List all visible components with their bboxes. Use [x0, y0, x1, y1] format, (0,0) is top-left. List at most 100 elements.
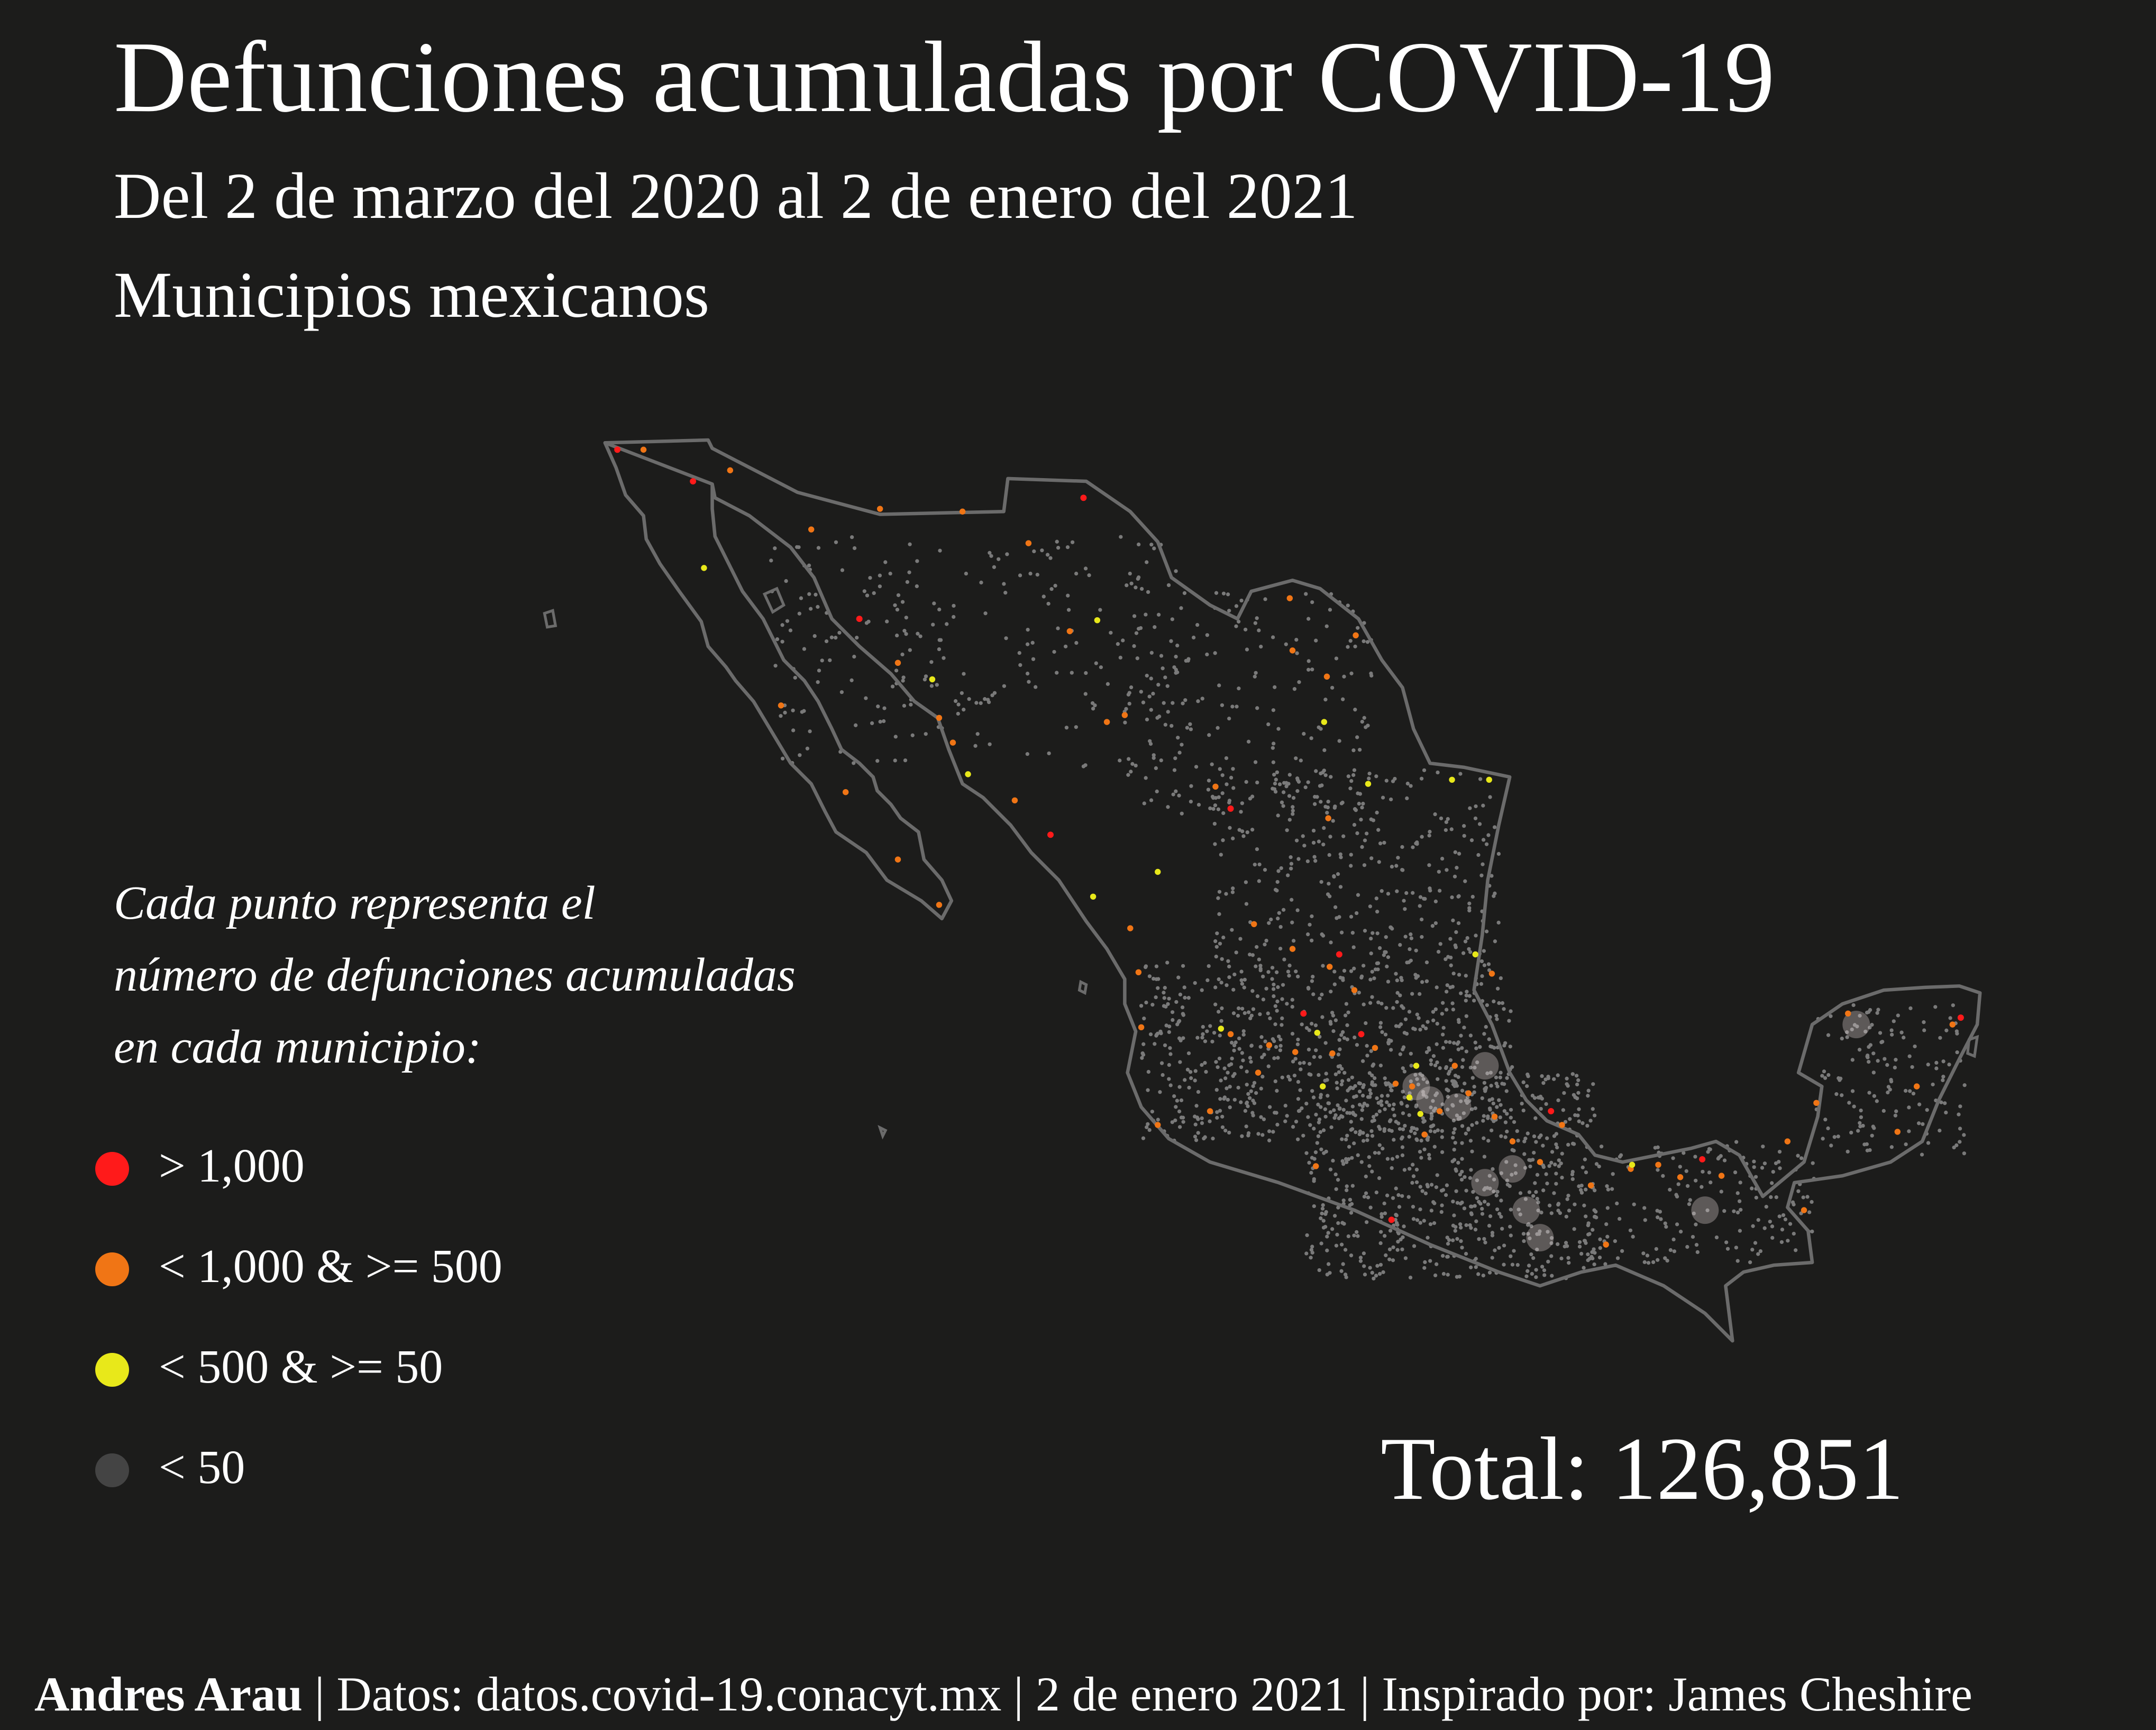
gray-dot — [773, 664, 778, 668]
gray-dot — [1359, 1160, 1364, 1164]
gray-dot — [1510, 1262, 1515, 1267]
gray-dot — [1425, 1137, 1429, 1141]
yellow-dot — [965, 771, 971, 777]
cluster-glow — [1444, 1093, 1472, 1121]
gray-dot — [1868, 1026, 1872, 1030]
gray-dot — [1200, 1121, 1204, 1125]
gray-dot — [1118, 758, 1122, 763]
gray-dot — [1907, 1054, 1912, 1058]
gray-dot — [1251, 1113, 1255, 1118]
gray-dot — [1141, 700, 1146, 704]
gray-dot — [1452, 1158, 1457, 1162]
gray-dot — [1492, 894, 1496, 898]
gray-dot — [1374, 774, 1378, 779]
gray-dot — [1418, 1221, 1422, 1225]
yellow-dot — [1472, 951, 1478, 958]
gray-dot — [1495, 1207, 1500, 1212]
gray-dot — [1653, 1146, 1657, 1150]
gray-dot — [1428, 1259, 1432, 1263]
gray-dot — [1321, 1219, 1326, 1223]
gray-dot — [1441, 1253, 1445, 1258]
gray-dot — [1495, 1189, 1500, 1194]
gray-dot — [1289, 862, 1294, 866]
gray-dot — [1521, 1232, 1526, 1236]
gray-dot — [1049, 587, 1054, 591]
orange-dot — [1436, 1108, 1443, 1114]
gray-dot — [1217, 912, 1221, 916]
gray-dot — [1342, 1070, 1347, 1075]
gray-dot — [1340, 1159, 1345, 1163]
gray-dot — [1370, 1134, 1375, 1138]
gray-dot — [1128, 571, 1132, 576]
gray-dot — [1433, 921, 1438, 926]
gray-dot — [1266, 1011, 1270, 1015]
gray-dot — [1139, 690, 1143, 694]
gray-dot — [983, 611, 988, 616]
gray-dot — [1957, 1112, 1961, 1116]
gray-dot — [1231, 1011, 1236, 1015]
gray-dot — [1398, 993, 1402, 997]
gray-dot — [1426, 1020, 1430, 1024]
gray-dot — [1099, 665, 1103, 670]
gray-dot — [1566, 1084, 1570, 1088]
gray-dot — [1451, 1131, 1456, 1135]
gray-dot — [1356, 1234, 1360, 1238]
gray-dot — [1293, 1057, 1298, 1061]
gray-dot — [1488, 1214, 1493, 1219]
orange-dot — [936, 715, 943, 721]
gray-dot — [1156, 1118, 1160, 1122]
gray-dot — [952, 603, 956, 608]
gray-dot — [1368, 1088, 1372, 1092]
gray-dot — [1409, 1129, 1413, 1133]
gray-dot — [1283, 1119, 1287, 1123]
gray-dot — [1182, 985, 1186, 990]
gray-dot — [1362, 1139, 1366, 1143]
gray-dot — [1409, 1064, 1413, 1068]
gray-dot — [893, 603, 897, 607]
gray-dot — [883, 560, 888, 564]
gray-dot — [1401, 1066, 1405, 1070]
orange-dot — [1103, 719, 1110, 725]
gray-dot — [1409, 1051, 1413, 1056]
gray-dot — [1488, 795, 1492, 799]
gray-dot — [1362, 964, 1366, 968]
gray-dot — [1132, 644, 1136, 648]
gray-dot — [1488, 1107, 1492, 1112]
gray-dot — [1823, 1118, 1828, 1122]
gray-dot — [1738, 1229, 1742, 1233]
gray-dot — [1259, 1035, 1264, 1039]
gray-dot — [929, 684, 934, 688]
gray-dot — [1259, 644, 1263, 649]
gray-dot — [1280, 1023, 1284, 1027]
gray-dot — [1227, 975, 1231, 980]
gray-dot — [1512, 1249, 1516, 1253]
orange-dot — [1212, 783, 1219, 790]
gray-dot — [1264, 986, 1268, 991]
gray-dot — [1296, 1037, 1300, 1042]
gray-dot — [1414, 948, 1418, 953]
gray-dot — [1227, 964, 1231, 969]
gray-dot — [1781, 1213, 1786, 1218]
gray-dot — [1523, 1166, 1528, 1170]
gray-dot — [1318, 784, 1322, 788]
gray-dot — [1349, 1128, 1353, 1132]
gray-dot — [1958, 1140, 1962, 1144]
gray-dot — [1377, 1176, 1382, 1180]
gray-dot — [1455, 1237, 1459, 1241]
gray-dot — [1419, 1138, 1423, 1143]
gray-dot — [1383, 1234, 1387, 1238]
gray-dot — [1375, 1096, 1379, 1101]
gray-dot — [1273, 1004, 1277, 1008]
gray-dot — [1429, 1116, 1433, 1121]
orange-dot — [1251, 921, 1257, 928]
gray-dot — [1278, 1037, 1283, 1042]
gray-dot — [1194, 1138, 1199, 1142]
gray-dot — [1452, 1148, 1456, 1152]
gray-dot — [900, 652, 905, 657]
gray-dot — [878, 584, 882, 589]
gray-dot — [1177, 750, 1182, 755]
gray-dot — [1480, 974, 1484, 978]
gray-dot — [1346, 603, 1350, 608]
gray-dot — [1555, 1145, 1559, 1150]
gray-dot — [1152, 753, 1156, 757]
